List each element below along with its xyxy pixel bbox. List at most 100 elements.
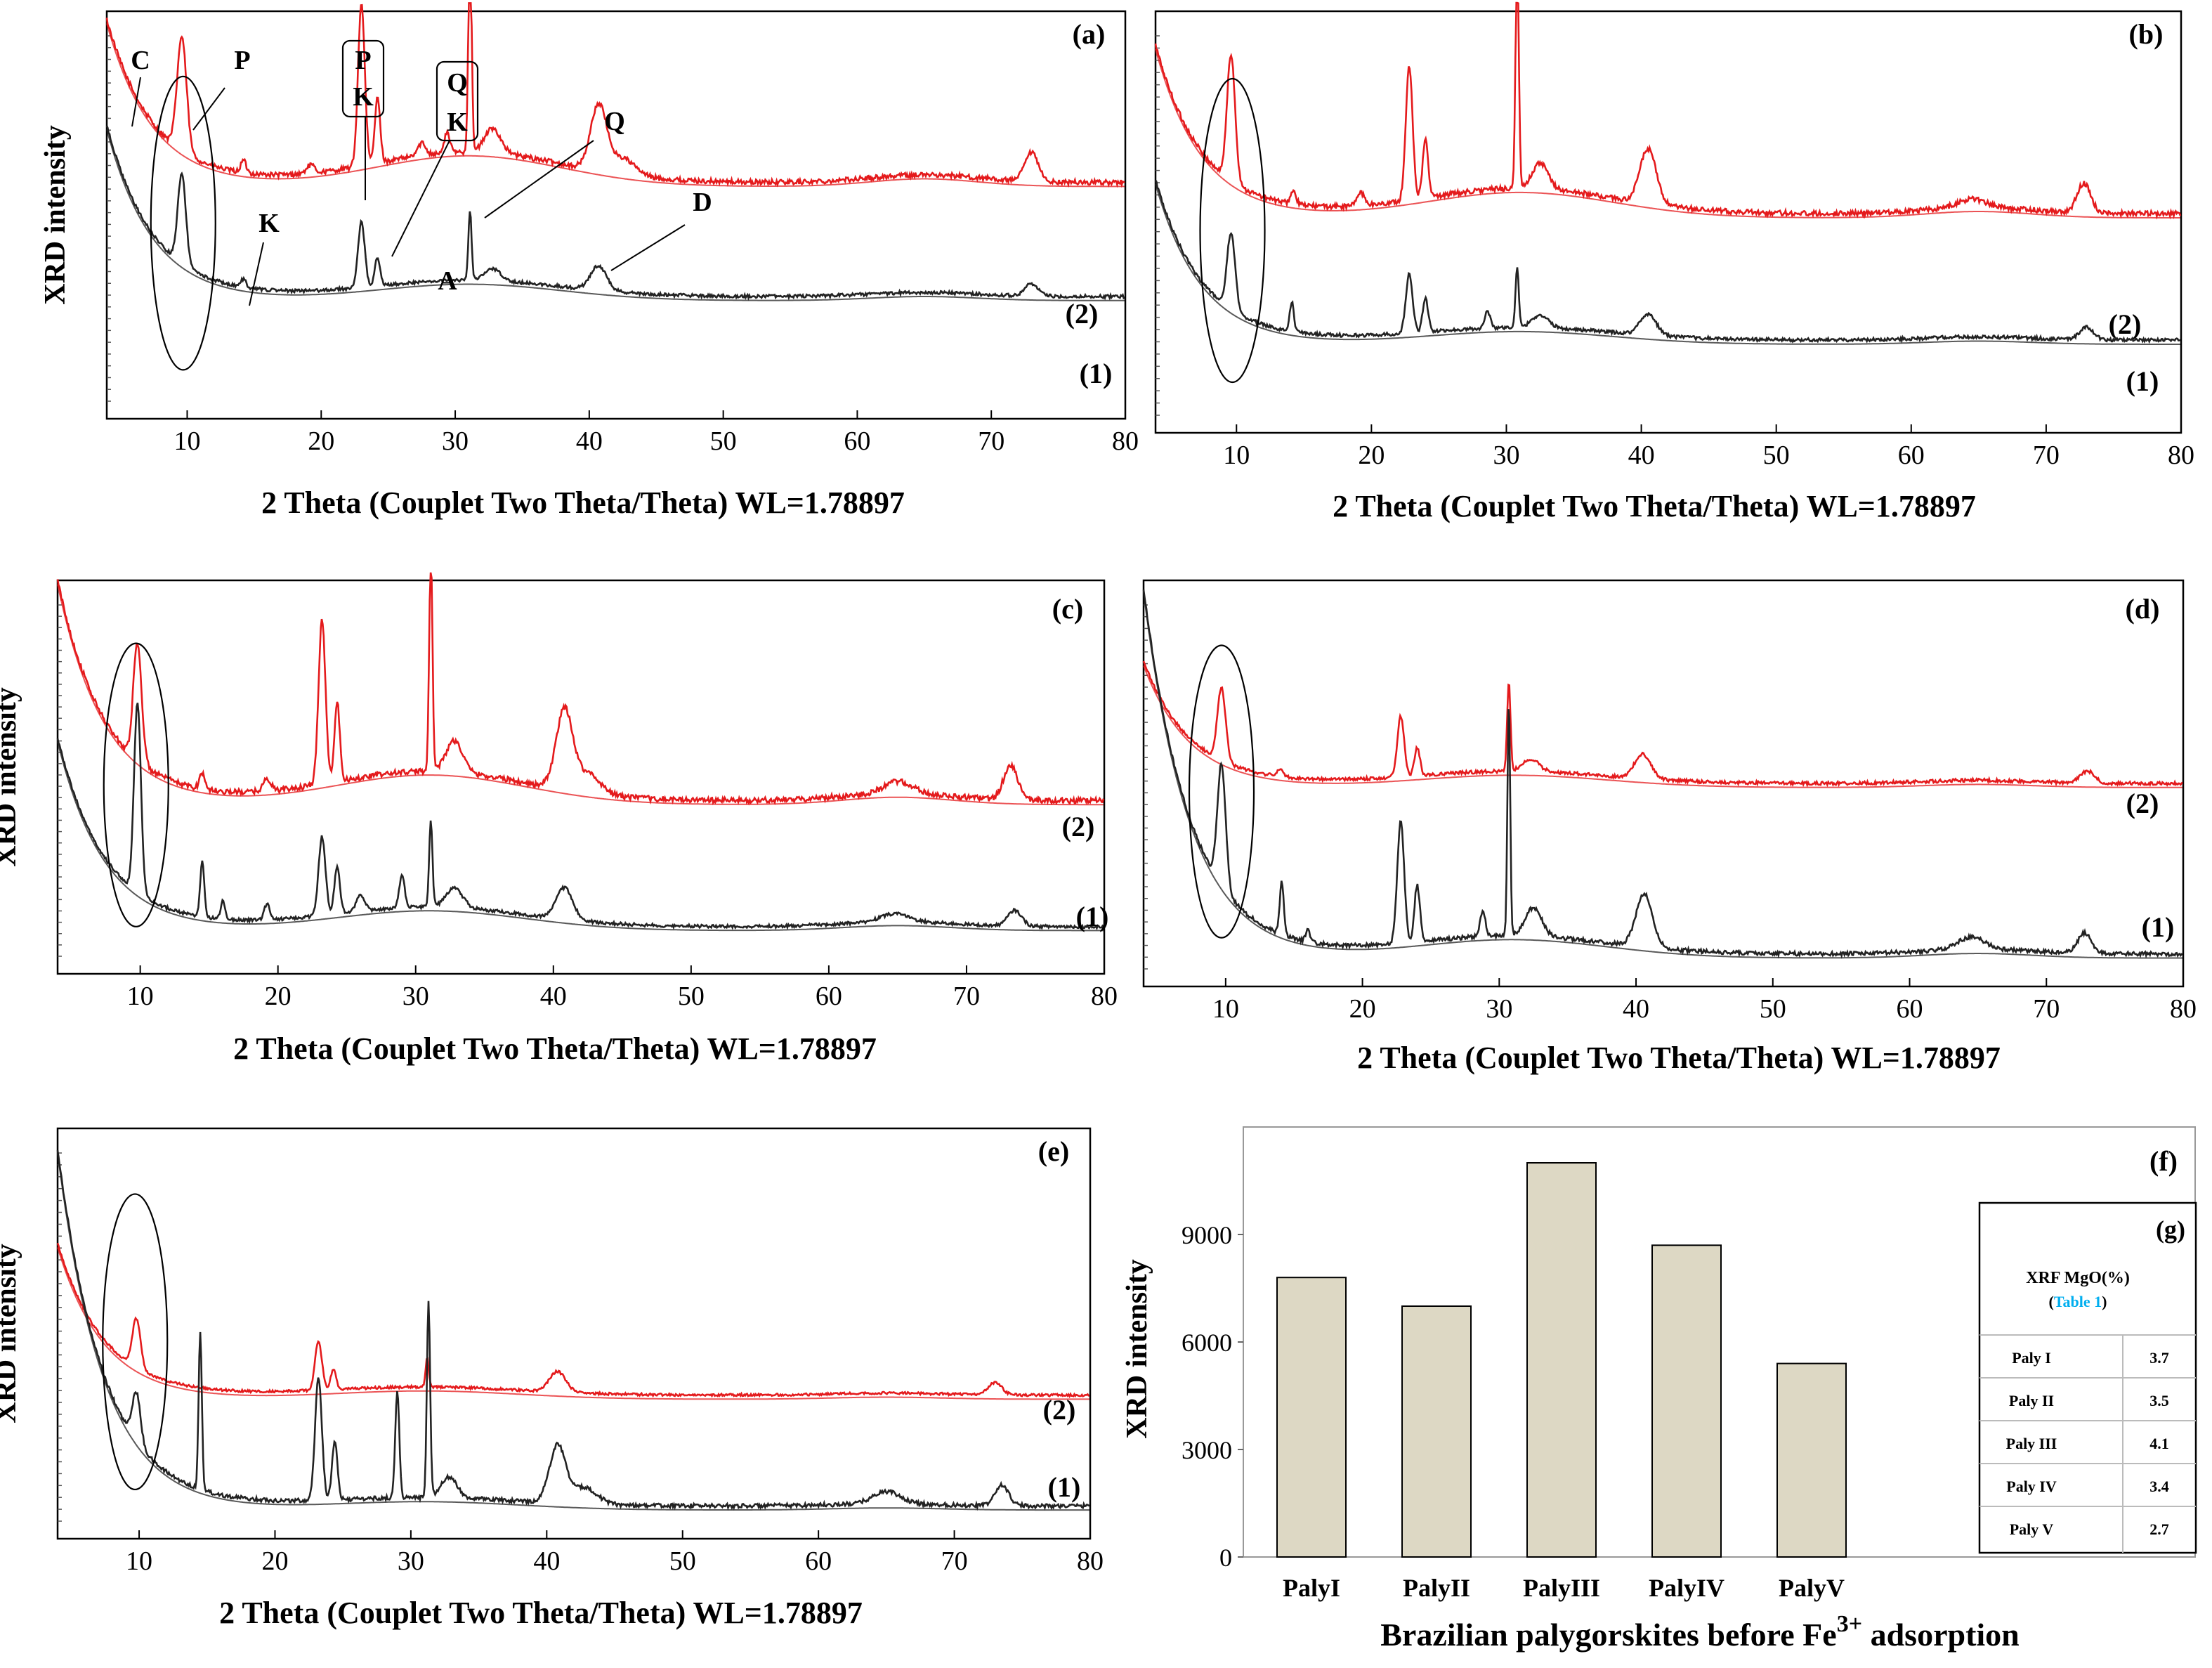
x-tick-label: 70 [2033, 441, 2060, 470]
bar-PalyV [1776, 1362, 1847, 1558]
xrd-panel-d: 10 20 30 40 50 60 70 80 (2) (1) (d) 2 Theta (Couple… [1142, 579, 2197, 1075]
y-axis-title: XRD intensity [0, 1244, 22, 1423]
x-tick-label: 40 [540, 982, 567, 1011]
x-tick-label: 30 [398, 1546, 424, 1576]
annotation-leader [610, 224, 686, 271]
series-0-background-fit [57, 1247, 1089, 1400]
table-row-value: 4.1 [2149, 1435, 2169, 1452]
series-1-background-fit [1143, 592, 2182, 959]
table-header: XRF MgO(%) [2026, 1269, 2130, 1287]
annotation-palygorskite: P [355, 46, 371, 75]
table-row-label: Paly IV [2006, 1478, 2057, 1495]
x-axis-title: 2 Theta (Couplet Two Theta/Theta) WL=1.7… [219, 1596, 863, 1630]
x-tick-label: 10 [1212, 994, 1239, 1024]
x-tick-label: 30 [1486, 994, 1512, 1024]
series-1-background-fit [57, 1152, 1089, 1511]
x-tick-label: 60 [1897, 994, 1923, 1024]
x-tick-label: 30 [403, 982, 429, 1011]
bar-PalyIII [1526, 1162, 1597, 1558]
xrd-panel-c: 10 20 30 40 50 60 70 80 (2) (1) (c) XRD intensity 2 … [0, 572, 1118, 1066]
annotation-box [341, 39, 385, 118]
x-tick-label: 80 [1112, 426, 1139, 456]
category-label: PalyIV [1649, 1574, 1725, 1602]
plot-frame [56, 1127, 1092, 1540]
series-1-background-fit [1155, 183, 2180, 345]
series-label: (1) [1048, 1471, 1081, 1503]
y-axis-title: XRD intensity [39, 125, 72, 305]
panel-label: (b) [2129, 18, 2164, 50]
annotation-kaolinite: K [447, 107, 468, 137]
x-tick-label: 60 [1898, 441, 1925, 470]
x-tick-label: 30 [1493, 441, 1519, 470]
y-tick-label: 9000 [1182, 1221, 1232, 1249]
series-1-pattern [105, 125, 1125, 301]
y-tick-label: 0 [1219, 1544, 1232, 1572]
x-tick-label: 30 [442, 426, 469, 456]
x-axis-title: 2 Theta (Couplet Two Theta/Theta) WL=1.7… [1357, 1041, 2001, 1075]
annotation-kaolinite: K [258, 209, 280, 238]
x-tick-label: 40 [576, 426, 603, 456]
panel-label: (d) [2126, 593, 2160, 625]
table-row-value: 3.5 [2149, 1392, 2169, 1409]
annotation-quartz: Q [447, 68, 468, 98]
x-tick-label: 50 [1760, 994, 1786, 1024]
series-0-pattern [56, 1242, 1090, 1399]
x-tick-label: 40 [1628, 441, 1655, 470]
bar-PalyII [1401, 1305, 1472, 1558]
annotation-leader [391, 140, 450, 257]
y-axis-title: XRD intensity [1121, 1259, 1153, 1439]
series-label: (2) [1043, 1394, 1076, 1426]
series-0-pattern [1142, 660, 2183, 788]
annotation-calcite: C [131, 46, 150, 75]
bar-PalyI [1276, 1277, 1347, 1558]
x-tick-label: 10 [127, 982, 154, 1011]
panel-label: (g) [2156, 1216, 2185, 1244]
plot-frame [105, 10, 1127, 420]
x-tick-label: 10 [1223, 441, 1250, 470]
table-row-label: Paly II [2009, 1392, 2054, 1409]
x-tick-label: 70 [941, 1546, 968, 1576]
palygorskite-peak-ellipse [150, 75, 216, 371]
annotation-box [436, 60, 479, 142]
x-tick-label: 50 [1763, 441, 1790, 470]
series-label: (1) [2126, 365, 2159, 397]
table-row-label: Paly III [2006, 1435, 2057, 1452]
series-label: (1) [1080, 358, 1113, 389]
table-row-value: 3.7 [2149, 1349, 2169, 1367]
series-label: (2) [1062, 811, 1095, 842]
x-axis-title: 2 Theta (Couplet Two Theta/Theta) WL=1.7… [261, 486, 905, 520]
x-tick-label: 80 [1091, 982, 1118, 1011]
plot-frame [1154, 10, 2182, 434]
palygorskite-peak-ellipse [1188, 644, 1255, 939]
plot-frame [56, 579, 1106, 975]
x-tick-label: 10 [174, 426, 200, 456]
xrd-panel-e: 10 20 30 40 50 60 70 80 (2) (1) (e) XRD intensity 2 … [0, 1127, 1104, 1630]
annotation-kaolinite: K [353, 82, 374, 112]
x-axis-title: 2 Theta (Couplet Two Theta/Theta) WL=1.7… [1333, 489, 1976, 523]
series-1-pattern [1142, 589, 2183, 959]
palygorskite-peak-ellipse [1199, 77, 1266, 384]
plot-frame [1142, 579, 2185, 988]
x-tick-label: 70 [2033, 994, 2060, 1024]
series-1-pattern [1154, 179, 2181, 344]
series-0-pattern [1154, 1, 2182, 220]
y-tick-label: 6000 [1182, 1329, 1232, 1357]
panel-label: (e) [1038, 1135, 1069, 1167]
series-label: (2) [1066, 298, 1099, 330]
x-tick-label: 60 [805, 1546, 832, 1576]
x-tick-label: 50 [669, 1546, 696, 1576]
x-tick-label: 50 [678, 982, 705, 1011]
x-tick-label: 50 [710, 426, 737, 456]
y-axis-title: XRD intensity [0, 687, 22, 867]
annotation-leader [249, 242, 264, 306]
series-label: (2) [2109, 308, 2142, 340]
series-0-background-fit [106, 23, 1125, 188]
table-row-label: Paly V [2010, 1520, 2054, 1538]
series-1-background-fit [57, 741, 1104, 932]
bar-PalyIV [1651, 1244, 1722, 1558]
x-tick-label: 20 [1358, 441, 1385, 470]
palygorskite-peak-ellipse [103, 642, 169, 927]
annotation-quartz: Q [604, 107, 625, 136]
x-tick-label: 10 [126, 1546, 152, 1576]
series-1-pattern [56, 1150, 1090, 1511]
